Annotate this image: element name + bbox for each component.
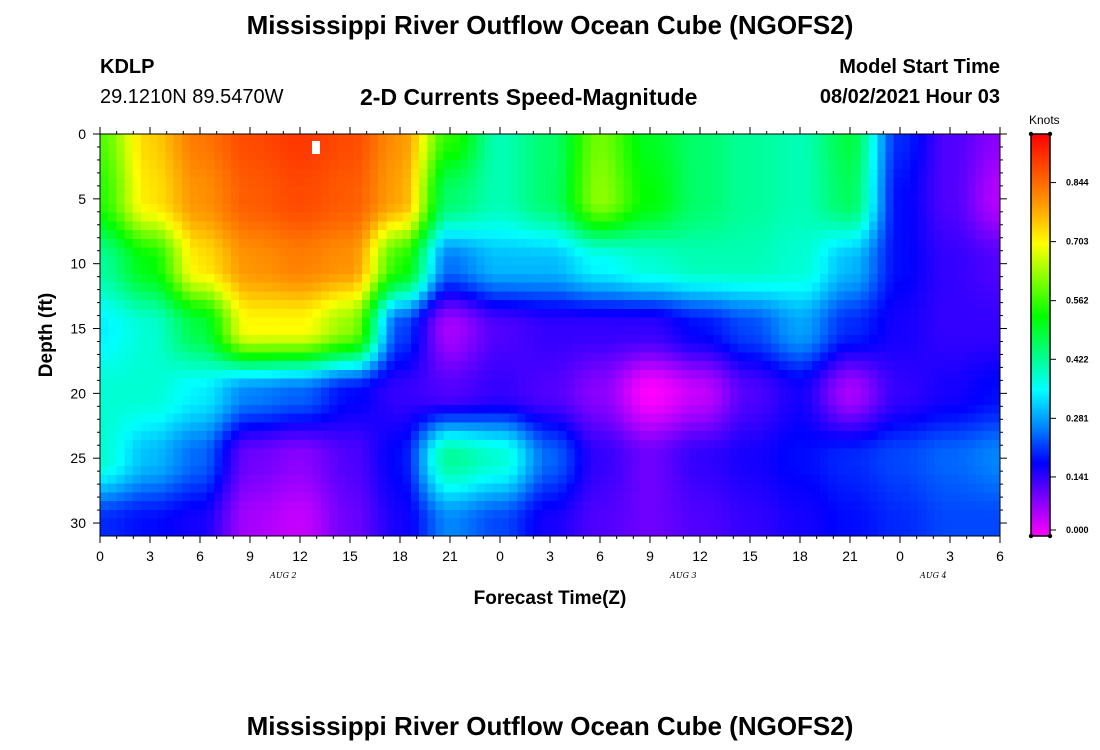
y-tick-label: 5 <box>78 191 86 207</box>
x-tick-label: 18 <box>392 548 408 564</box>
x-tick-label: 9 <box>246 548 254 564</box>
colorbar-tick-label: 0.422 <box>1066 354 1089 364</box>
x-tick-label: 21 <box>442 548 458 564</box>
colorbar-tick-label: 0.703 <box>1066 237 1089 247</box>
x-tick-label: 0 <box>96 548 104 564</box>
x-tick-label: 12 <box>692 548 708 564</box>
x-tick-label: 18 <box>792 548 808 564</box>
current-time-marker <box>312 141 320 154</box>
x-tick-label: 3 <box>546 548 554 564</box>
model-start-label: Model Start Time <box>839 56 1000 78</box>
x-tick-label: 15 <box>742 548 758 564</box>
x-tick-label: 9 <box>646 548 654 564</box>
chart-subtitle: 2-D Currents Speed-Magnitude <box>360 84 698 110</box>
x-tick-label: 0 <box>896 548 904 564</box>
y-tick-label: 10 <box>70 256 86 272</box>
colorbar-corner-dot <box>1047 131 1053 137</box>
axes: 0 3 6 9 12 15 18 21 0 3 6 9 12 15 18 21 0 3 6 AUG 2 AUG 3 AUG… <box>70 126 1007 580</box>
colorbar: 0.000 0.141 0.281 0.422 0.562 0.703 0.844 Knots <box>1028 113 1089 539</box>
model-start-time: 08/02/2021 Hour 03 <box>819 86 1000 108</box>
x-tick-label: 3 <box>946 548 954 564</box>
x-tick-label: 15 <box>342 548 358 564</box>
x-tick-label: 12 <box>292 548 308 564</box>
colorbar-tick-label: 0.000 <box>1066 525 1089 535</box>
x-axis-label: Forecast Time(Z) <box>474 588 627 609</box>
colorbar-corner-dot <box>1047 533 1053 539</box>
x-tick-label: 6 <box>196 548 204 564</box>
colorbar-tick-label: 0.141 <box>1066 472 1089 482</box>
colorbar-tick-label: 0.281 <box>1066 413 1089 423</box>
x-tick-label: 3 <box>146 548 154 564</box>
colorbar-corner-dot <box>1028 131 1034 137</box>
colorbar-tick-label: 0.844 <box>1066 178 1089 188</box>
page-title: Mississippi River Outflow Ocean Cube (NG… <box>246 10 854 40</box>
station-id: KDLP <box>100 56 155 78</box>
x-tick-label: 21 <box>842 548 858 564</box>
x-tick-label: 6 <box>596 548 604 564</box>
date-label: AUG 3 <box>669 571 697 580</box>
station-coordinates: 29.1210N 89.5470W <box>100 86 284 108</box>
footer-title: Mississippi River Outflow Ocean Cube (NG… <box>246 711 854 741</box>
y-tick-label: 30 <box>70 515 86 531</box>
date-label: AUG 2 <box>269 571 297 580</box>
colorbar-corner-dot <box>1028 533 1034 539</box>
heatmap-image <box>100 134 1000 536</box>
y-tick-label: 20 <box>70 385 86 401</box>
x-tick-label: 0 <box>496 548 504 564</box>
y-tick-label: 25 <box>70 450 86 466</box>
colorbar-units-label: Knots <box>1029 113 1060 127</box>
colorbar-gradient <box>1030 133 1051 537</box>
y-axis-label: Depth (ft) <box>36 293 57 377</box>
colorbar-tick-label: 0.562 <box>1066 296 1089 306</box>
date-label: AUG 4 <box>919 571 947 580</box>
x-tick-label: 6 <box>996 548 1004 564</box>
y-tick-label: 15 <box>70 321 86 337</box>
y-tick-label: 0 <box>78 126 86 142</box>
